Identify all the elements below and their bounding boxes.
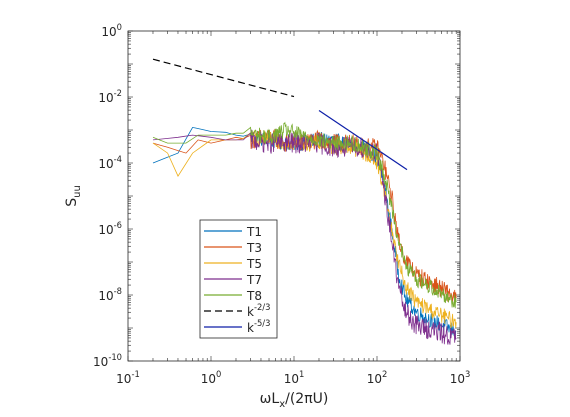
legend-label: T3 — [246, 241, 262, 255]
legend-label: k-2/3 — [247, 302, 270, 319]
y-tick-label: 100 — [101, 22, 122, 39]
series-line-T7 — [152, 129, 457, 345]
legend-label: k-5/3 — [247, 318, 270, 335]
series-line-T5 — [152, 129, 457, 329]
y-tick-label: 10-2 — [98, 88, 122, 105]
legend-label: T1 — [246, 225, 262, 239]
x-tick-label: 101 — [284, 369, 305, 386]
plot-area — [152, 58, 457, 345]
series-line-k-5-3 — [318, 110, 408, 171]
x-tick-label: 10-1 — [116, 369, 140, 386]
axis-ticks — [127, 30, 461, 362]
y-tick-label: 10-4 — [98, 154, 122, 171]
series-line-k-2-3 — [152, 58, 295, 98]
y-tick-label: 10-8 — [98, 286, 122, 303]
series-line-T8 — [152, 121, 457, 309]
legend: T1 T3 T5 T7 T8k-2/3k-5/3 — [199, 219, 278, 339]
legend-label: T7 — [246, 273, 262, 287]
x-tick-label: 103 — [450, 369, 471, 386]
legend-label: T5 — [246, 257, 262, 271]
x-axis-label: ωLx/(2πU) — [260, 391, 329, 410]
series-line-T1 — [152, 126, 457, 338]
x-tick-label: 102 — [367, 369, 388, 386]
y-tick-label: 10-6 — [98, 220, 122, 237]
x-tick-label: 100 — [201, 369, 222, 386]
series-line-T3 — [152, 128, 457, 303]
y-tick-label: 10-10 — [93, 352, 122, 369]
legend-label: T8 — [246, 289, 262, 303]
y-axis-label: Suu — [64, 185, 83, 207]
